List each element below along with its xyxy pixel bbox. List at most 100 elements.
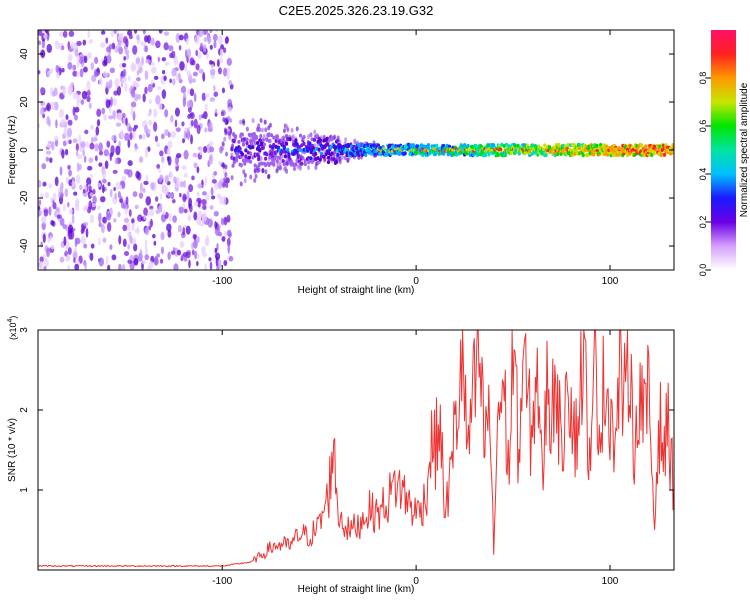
heatmap-cell xyxy=(421,153,425,158)
heatmap-cell xyxy=(543,143,547,148)
heatmap-cell xyxy=(144,239,148,248)
heatmap-cell xyxy=(144,147,149,158)
heatmap-cell xyxy=(201,92,206,102)
heatmap-cell xyxy=(223,47,227,54)
heatmap-cell xyxy=(50,244,55,250)
heatmap-cell xyxy=(223,67,228,77)
heatmap-cell xyxy=(125,117,128,126)
heatmap-cell xyxy=(249,151,253,157)
heatmap-cell xyxy=(121,202,125,209)
heatmap-cell xyxy=(101,178,107,184)
heatmap-cell xyxy=(55,65,60,73)
heatmap-cell xyxy=(87,30,91,39)
heatmap-cell xyxy=(123,56,127,61)
heatmap-cell xyxy=(98,162,103,167)
heatmap-cell xyxy=(171,67,177,77)
heatmap-cell xyxy=(197,183,203,189)
heatmap-cell xyxy=(241,142,246,147)
heatmap-cell xyxy=(99,196,106,203)
heatmap-cell xyxy=(39,260,44,270)
colorbar-ticks: 0.0 0.2 0.4 0.6 0.8 xyxy=(698,72,711,276)
heatmap-cell xyxy=(253,177,257,183)
heatmap-cell xyxy=(83,155,87,163)
heatmap-cell xyxy=(123,217,130,223)
heatmap-cell xyxy=(261,168,265,174)
heatmap-cell xyxy=(144,86,148,95)
heatmap-cell xyxy=(81,90,88,100)
heatmap-cell xyxy=(276,166,280,172)
heatmap-cell xyxy=(87,52,92,60)
heatmap-cell xyxy=(132,127,137,132)
heatmap-cell xyxy=(156,142,161,148)
heatmap-cell xyxy=(161,69,166,75)
heatmap-cell xyxy=(160,232,165,240)
heatmap-cell xyxy=(105,37,109,44)
heatmap-cell xyxy=(216,59,220,68)
heatmap-cell xyxy=(167,131,171,138)
heatmap-cell xyxy=(147,128,151,135)
heatmap-cell xyxy=(224,230,227,238)
heatmap-cell xyxy=(318,138,322,143)
heatmap-cell xyxy=(209,146,215,153)
heatmap-cell xyxy=(243,178,247,184)
heatmap-cell xyxy=(87,165,93,171)
heatmap-cell xyxy=(184,63,188,72)
heatmap-cell xyxy=(259,155,263,161)
heatmap-cell xyxy=(193,92,197,102)
heatmap-cell xyxy=(103,114,108,121)
heatmap-cell xyxy=(319,154,324,159)
heatmap-cell xyxy=(126,222,131,232)
heatmap-cell xyxy=(244,148,248,153)
heatmap-cell xyxy=(193,162,198,169)
heatmap-cell xyxy=(148,119,153,126)
heatmap-cell xyxy=(129,235,133,245)
heatmap-cell xyxy=(260,161,264,166)
heatmap-cell xyxy=(307,134,311,140)
heatmap-cell xyxy=(118,198,124,203)
heatmap-cell xyxy=(38,209,43,217)
heatmap-cell xyxy=(185,38,189,45)
heatmap-cell xyxy=(332,135,336,141)
heatmap-cell xyxy=(163,75,167,81)
heatmap-cell xyxy=(198,68,204,74)
heatmap-cell xyxy=(61,45,65,51)
heatmap-cell xyxy=(186,127,190,137)
snr-panel: -100 0 100 1 2 3 (x104) Height of straight li… xyxy=(7,316,675,595)
heatmap-cell xyxy=(211,179,217,184)
heatmap-cell xyxy=(48,183,53,189)
heatmap-cell xyxy=(171,198,176,204)
heatmap-cell xyxy=(483,153,488,158)
heatmap-cell xyxy=(161,133,165,140)
heatmap-cell xyxy=(144,124,148,134)
heatmap-cell xyxy=(294,138,298,143)
snr-series-line xyxy=(38,330,674,568)
heatmap-cell xyxy=(544,153,548,158)
heatmap-cell xyxy=(115,122,122,127)
heatmap-cell xyxy=(182,97,187,108)
heatmap-cell xyxy=(136,61,143,69)
heatmap-cell xyxy=(221,195,227,206)
heatmap-cell xyxy=(261,145,265,150)
heatmap-cell xyxy=(102,216,107,224)
heatmap-cell xyxy=(82,39,87,46)
heatmap-cell xyxy=(196,253,200,259)
heatmap-cell xyxy=(302,135,306,140)
heatmap-cell xyxy=(121,175,126,183)
heatmap-cell xyxy=(290,127,294,133)
heatmap-cell xyxy=(64,188,69,198)
heatmap-cell xyxy=(213,40,217,49)
heatmap-cell xyxy=(249,174,253,180)
heatmap-cell xyxy=(191,175,195,181)
heatmap-cell xyxy=(247,155,251,160)
heatmap-cell xyxy=(113,218,117,223)
heatmap-cell xyxy=(288,137,292,142)
heatmap-cell xyxy=(272,162,276,167)
spectrogram-xlabel: Height of straight line (km) xyxy=(298,285,415,296)
heatmap-cell xyxy=(178,206,184,214)
heatmap-cell xyxy=(237,139,241,144)
heatmap-cell xyxy=(595,149,600,153)
heatmap-cell xyxy=(90,214,94,224)
heatmap-cell xyxy=(273,156,277,161)
heatmap-cell xyxy=(171,50,176,59)
